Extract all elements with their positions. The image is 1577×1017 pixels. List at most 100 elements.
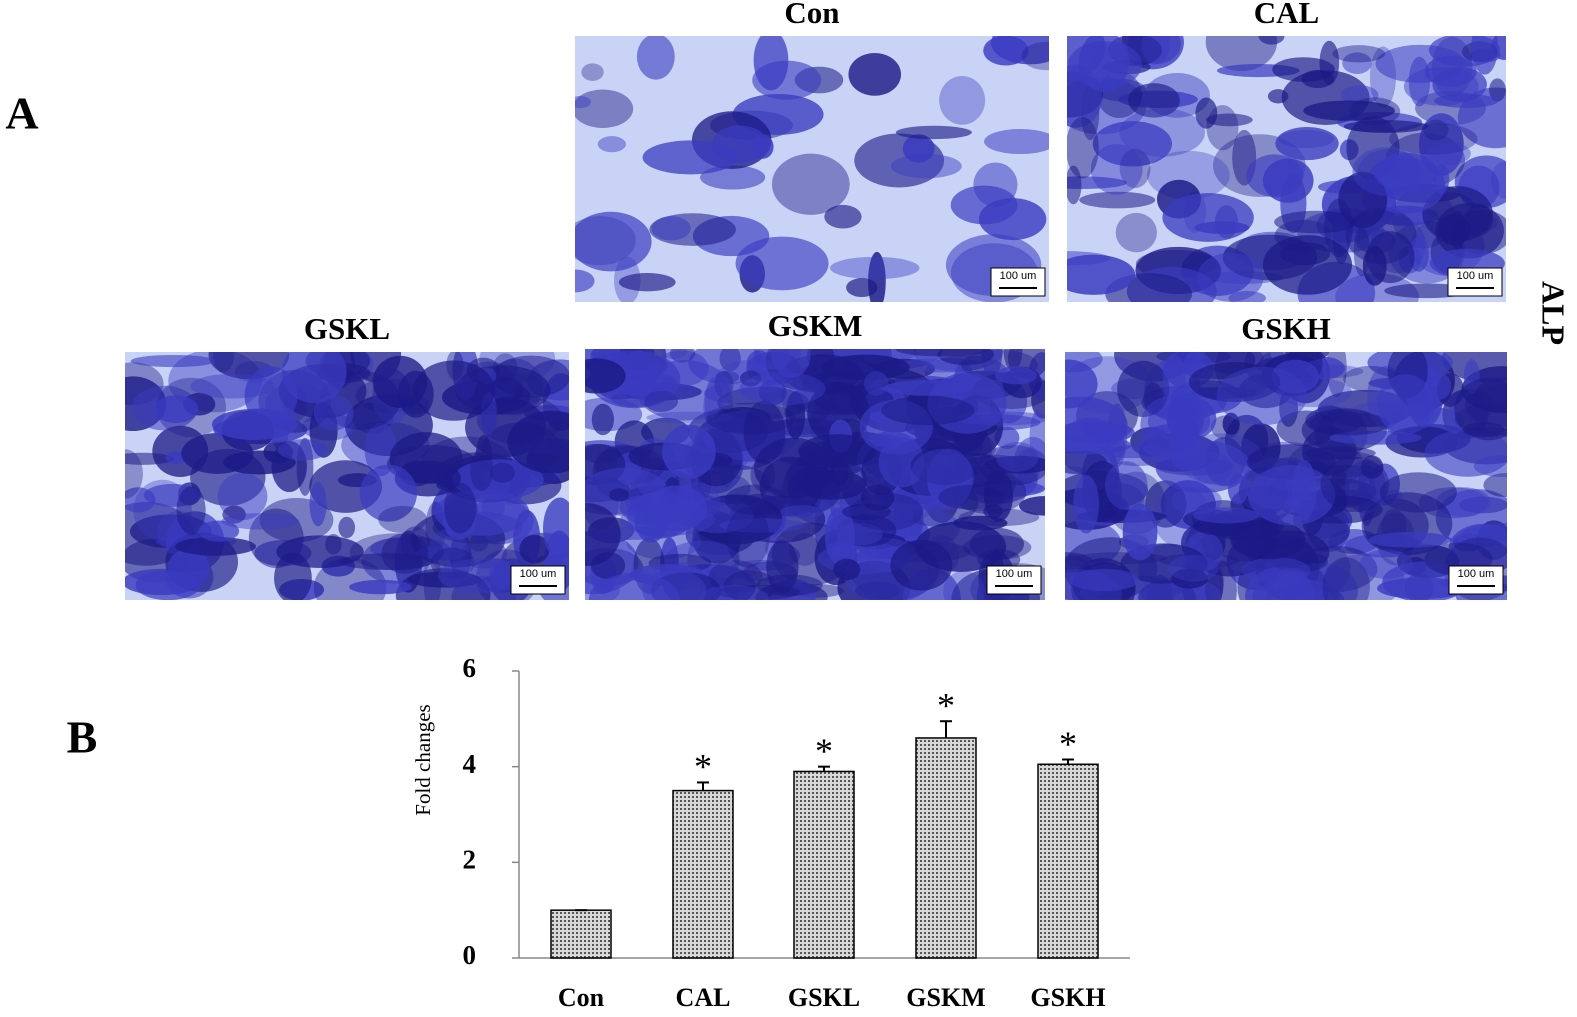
stain xyxy=(910,448,975,506)
stain xyxy=(1067,116,1099,179)
scale-label: 100 um xyxy=(996,568,1033,580)
stain xyxy=(1128,83,1180,118)
stain xyxy=(915,521,1007,572)
stain xyxy=(437,558,530,593)
stain xyxy=(1376,374,1435,435)
stain xyxy=(130,354,216,368)
image-label: GSKM xyxy=(768,308,863,343)
stain xyxy=(739,372,826,406)
bar xyxy=(793,770,855,959)
stain xyxy=(1021,41,1049,71)
stain xyxy=(274,552,312,600)
stain xyxy=(726,506,770,568)
stain xyxy=(1340,85,1379,105)
stain xyxy=(724,484,787,516)
stain xyxy=(824,204,862,229)
scale-label: 100 um xyxy=(1457,270,1494,282)
stain xyxy=(597,136,626,153)
stain xyxy=(1188,362,1281,402)
stain xyxy=(609,488,630,502)
stain xyxy=(651,216,691,241)
stain xyxy=(739,370,762,387)
stain xyxy=(780,505,825,519)
stain xyxy=(846,278,878,298)
stain xyxy=(1359,549,1413,579)
stain xyxy=(895,125,972,140)
stain xyxy=(1285,352,1329,361)
stain xyxy=(864,371,889,396)
stain xyxy=(1065,359,1098,409)
stain xyxy=(1090,143,1143,195)
stain xyxy=(1368,532,1452,548)
stain xyxy=(754,349,791,370)
stain xyxy=(830,256,920,280)
bar xyxy=(672,789,734,959)
stain xyxy=(939,75,986,125)
stain xyxy=(820,354,910,380)
micrograph xyxy=(125,352,569,600)
stain xyxy=(1471,36,1499,75)
stain xyxy=(1241,557,1311,584)
stain xyxy=(1271,359,1320,394)
stain xyxy=(1192,507,1260,524)
stain xyxy=(1119,108,1206,157)
stain xyxy=(735,236,829,291)
stain xyxy=(585,444,621,464)
stain xyxy=(339,553,434,570)
stain xyxy=(470,448,494,491)
stain xyxy=(991,36,1049,65)
stain xyxy=(984,129,1049,155)
stain xyxy=(407,571,482,588)
y-tick-label: 0 xyxy=(463,940,477,970)
stain xyxy=(798,434,877,468)
stain xyxy=(175,537,256,556)
stain xyxy=(1065,435,1132,455)
stain xyxy=(1403,67,1479,106)
stain xyxy=(575,89,634,128)
stain xyxy=(1122,503,1158,561)
stain xyxy=(491,355,569,398)
stain xyxy=(766,540,799,594)
stain xyxy=(190,373,275,399)
scale-label: 100 um xyxy=(1458,568,1495,580)
stain xyxy=(359,464,418,522)
significance-label: * xyxy=(1059,724,1077,764)
stain xyxy=(1322,557,1370,600)
micrograph xyxy=(575,36,1049,302)
stain xyxy=(489,559,513,589)
stain xyxy=(338,516,356,539)
stain xyxy=(807,381,870,445)
stain xyxy=(543,497,569,560)
stain xyxy=(1162,193,1254,242)
stain xyxy=(1377,577,1467,600)
micrograph xyxy=(585,349,1045,600)
stain xyxy=(619,350,658,399)
stain xyxy=(1454,377,1507,441)
bar xyxy=(915,737,977,959)
stain xyxy=(1067,64,1103,128)
stain xyxy=(490,462,515,483)
stain xyxy=(824,507,856,565)
stain xyxy=(167,548,210,589)
stain xyxy=(452,459,544,500)
stain xyxy=(581,63,604,81)
stain xyxy=(313,394,354,431)
stain xyxy=(910,446,979,485)
stain xyxy=(575,269,595,293)
stain xyxy=(415,546,466,561)
stain xyxy=(995,441,1039,472)
stain xyxy=(1342,52,1372,74)
stain xyxy=(1309,412,1390,436)
stain xyxy=(1303,100,1395,121)
stain xyxy=(1246,154,1304,198)
stain xyxy=(1205,113,1253,127)
stain xyxy=(211,408,298,441)
stain xyxy=(1205,36,1278,72)
y-tick-label: 4 xyxy=(463,749,477,779)
stain xyxy=(850,493,924,531)
stain xyxy=(198,520,240,542)
stain xyxy=(973,162,1018,207)
stain xyxy=(1362,245,1387,286)
